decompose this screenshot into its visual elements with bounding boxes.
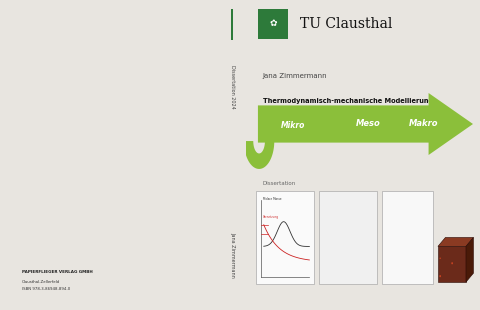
- Text: ISBN 978-3-86948-894-0: ISBN 978-3-86948-894-0: [22, 287, 70, 291]
- FancyBboxPatch shape: [319, 191, 377, 284]
- Text: ✿: ✿: [269, 19, 277, 28]
- Text: Dissertation 2024: Dissertation 2024: [230, 65, 235, 109]
- Text: Jana Zimmermann: Jana Zimmermann: [230, 232, 235, 278]
- Polygon shape: [244, 141, 274, 169]
- Text: Meso: Meso: [355, 119, 380, 129]
- Text: TU Clausthal: TU Clausthal: [300, 17, 392, 31]
- FancyBboxPatch shape: [255, 191, 314, 284]
- Text: Makro: Makro: [409, 119, 439, 129]
- Polygon shape: [438, 246, 466, 282]
- Text: PAPIERFLIEGER VERLAG GMBH: PAPIERFLIEGER VERLAG GMBH: [22, 270, 93, 274]
- Text: Jana Zimmermann: Jana Zimmermann: [263, 73, 327, 79]
- FancyBboxPatch shape: [258, 9, 288, 39]
- Text: Thermodynamisch-mechanische Modellierung
der Gaslöslichkeit in semikristallinen
: Thermodynamisch-mechanische Modellierung…: [263, 98, 433, 138]
- Circle shape: [451, 262, 453, 264]
- FancyBboxPatch shape: [231, 9, 233, 40]
- Polygon shape: [438, 237, 473, 246]
- Text: Clausthal-Zellerfeld: Clausthal-Zellerfeld: [22, 280, 60, 284]
- Polygon shape: [258, 93, 473, 155]
- Text: Mikro: Mikro: [281, 121, 305, 130]
- Text: Dissertation: Dissertation: [263, 181, 296, 186]
- Circle shape: [440, 258, 441, 259]
- Polygon shape: [466, 237, 473, 282]
- Text: Molare Masse: Molare Masse: [263, 197, 281, 201]
- FancyBboxPatch shape: [382, 191, 433, 284]
- Text: Vernetzung: Vernetzung: [263, 215, 278, 219]
- Circle shape: [439, 275, 441, 277]
